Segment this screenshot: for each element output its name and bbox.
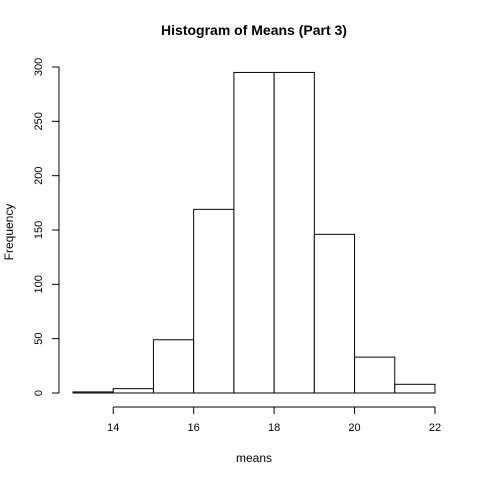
x-tick-label: 18 xyxy=(268,422,280,434)
y-tick-label: 50 xyxy=(33,333,45,345)
y-tick-label: 150 xyxy=(33,221,45,239)
y-axis: 0 50 100 150 200 250 300 xyxy=(33,58,60,396)
bars-group xyxy=(72,71,436,394)
histogram-bar xyxy=(313,233,356,394)
y-axis-label: Frequency xyxy=(2,204,16,261)
histogram-bar xyxy=(72,391,114,394)
chart-title: Histogram of Means (Part 3) xyxy=(161,22,347,38)
x-tick-label: 16 xyxy=(188,422,200,434)
y-tick-label: 250 xyxy=(33,112,45,130)
histogram-bar xyxy=(354,356,396,394)
y-tick-label: 200 xyxy=(33,166,45,184)
histogram-bar xyxy=(233,71,275,394)
x-axis-label: means xyxy=(236,451,272,465)
x-tick-label: 22 xyxy=(429,422,441,434)
histogram-bar xyxy=(193,208,235,394)
histogram-bar xyxy=(152,339,195,394)
y-tick-label: 0 xyxy=(33,390,45,396)
y-tick-label: 300 xyxy=(33,58,45,76)
histogram-bar xyxy=(394,383,436,394)
x-axis: 14 16 18 20 22 xyxy=(107,406,441,434)
x-tick-label: 14 xyxy=(107,422,119,434)
y-tick-label: 100 xyxy=(33,275,45,293)
histogram-bar xyxy=(112,388,154,394)
x-tick-label: 20 xyxy=(348,422,360,434)
histogram-bar xyxy=(273,71,315,394)
